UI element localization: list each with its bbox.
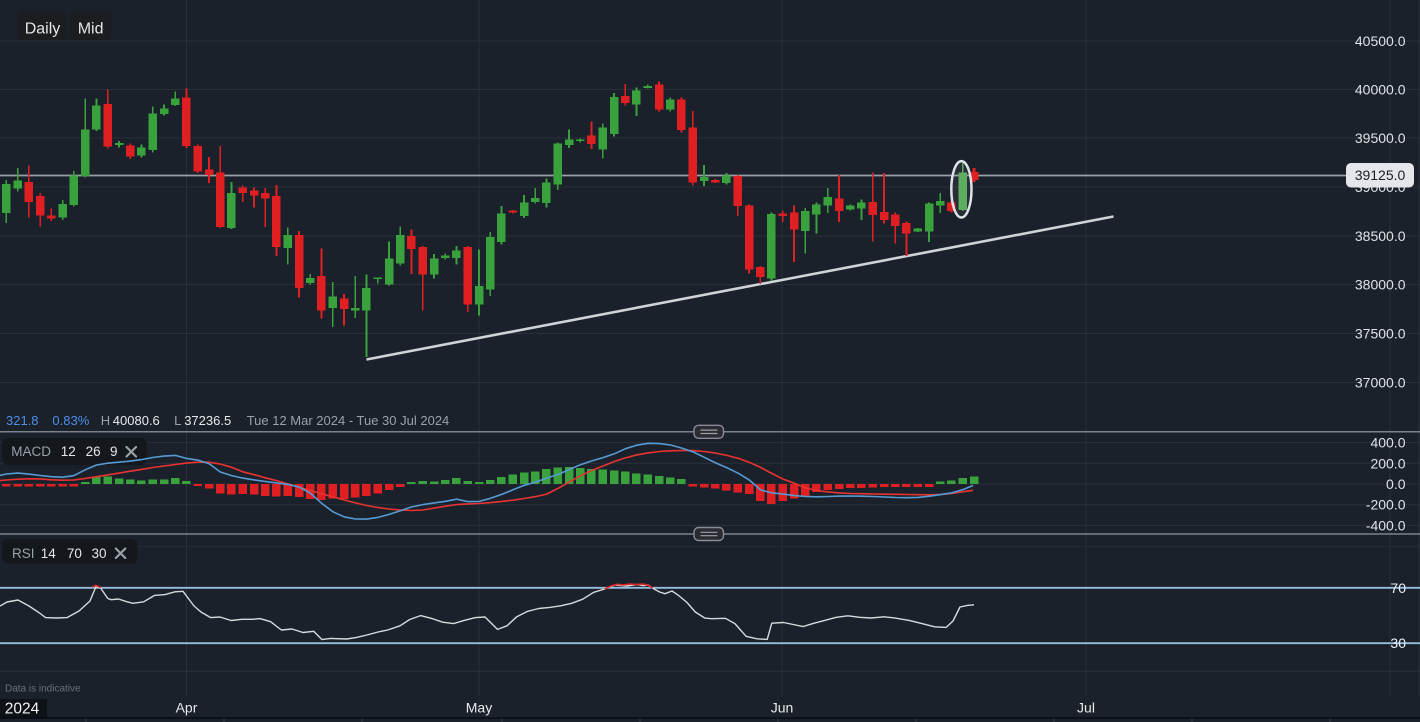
svg-text:9: 9: [110, 444, 118, 459]
svg-text:40500.0: 40500.0: [1355, 33, 1406, 49]
svg-text:May: May: [466, 700, 492, 716]
svg-text:Apr: Apr: [176, 700, 198, 716]
svg-text:30: 30: [1390, 635, 1406, 651]
svg-text:37500.0: 37500.0: [1355, 326, 1406, 342]
svg-text:0.83%: 0.83%: [52, 413, 89, 428]
svg-text:70: 70: [1390, 580, 1406, 596]
svg-text:Tue 12 Mar 2024 - Tue 30 Jul 2: Tue 12 Mar 2024 - Tue 30 Jul 2024: [247, 413, 450, 428]
svg-text:38500.0: 38500.0: [1355, 228, 1406, 244]
svg-text:Mid: Mid: [78, 21, 104, 38]
svg-text:37000.0: 37000.0: [1355, 375, 1406, 391]
svg-text:Jun: Jun: [771, 700, 794, 716]
svg-text:2024: 2024: [5, 701, 40, 718]
svg-text:40000.0: 40000.0: [1355, 82, 1406, 98]
svg-text:Data is indicative: Data is indicative: [5, 684, 81, 695]
svg-text:37236.5: 37236.5: [184, 413, 231, 428]
svg-text:30: 30: [92, 546, 107, 561]
svg-text:400.0: 400.0: [1370, 435, 1405, 451]
svg-text:26: 26: [86, 444, 101, 459]
svg-text:12: 12: [61, 444, 76, 459]
svg-text:RSI: RSI: [12, 546, 35, 561]
svg-text:38000.0: 38000.0: [1355, 277, 1406, 293]
svg-text:70: 70: [67, 546, 82, 561]
svg-text:Daily: Daily: [25, 21, 61, 38]
svg-text:-400.0: -400.0: [1366, 517, 1406, 533]
svg-text:14: 14: [41, 546, 57, 561]
svg-text:-200.0: -200.0: [1366, 497, 1406, 513]
svg-text:321.8: 321.8: [6, 413, 39, 428]
svg-text:Jul: Jul: [1077, 700, 1095, 716]
svg-text:40080.6: 40080.6: [113, 413, 160, 428]
svg-text:MACD: MACD: [11, 444, 51, 459]
svg-text:39500.0: 39500.0: [1355, 130, 1406, 146]
svg-text:L: L: [174, 413, 181, 428]
svg-text:H: H: [101, 413, 110, 428]
svg-text:200.0: 200.0: [1370, 455, 1405, 471]
svg-text:39125.0: 39125.0: [1355, 167, 1406, 183]
svg-text:0.0: 0.0: [1386, 476, 1406, 492]
